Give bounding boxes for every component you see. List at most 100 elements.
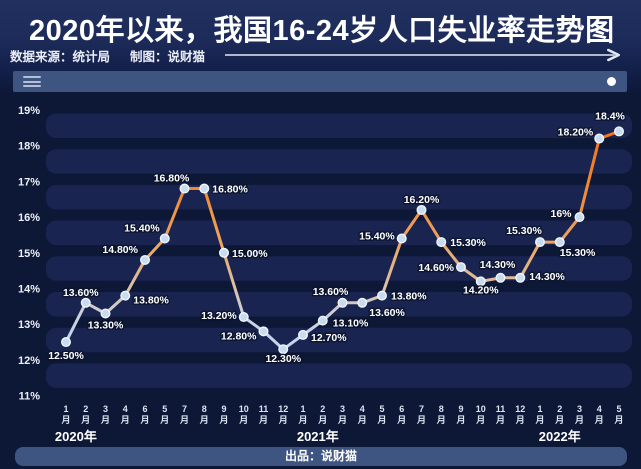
data-point-label: 14.30% <box>480 259 516 271</box>
x-tick-month-number: 2 <box>557 404 562 414</box>
x-tick-month-suffix: 月 <box>554 415 564 425</box>
data-point-label: 14.60% <box>418 262 454 274</box>
data-point <box>594 133 605 144</box>
data-point <box>337 297 348 308</box>
dot-indicator-icon <box>607 77 616 86</box>
grid-band <box>46 220 632 246</box>
x-tick-month-suffix: 月 <box>80 415 90 425</box>
x-tick-month-number: 8 <box>202 404 207 414</box>
x-tick-month-number: 1 <box>300 404 305 414</box>
data-point-label: 14.30% <box>529 271 565 283</box>
data-point-label: 15.30% <box>560 247 596 259</box>
x-tick-month-suffix: 月 <box>337 415 347 425</box>
data-point <box>80 297 91 308</box>
x-tick-month-suffix: 月 <box>594 415 604 425</box>
x-axis-year-label: 2020年 <box>55 429 97 444</box>
x-tick-month-suffix: 月 <box>436 415 446 425</box>
x-tick-month-suffix: 月 <box>357 415 367 425</box>
x-tick-month-number: 12 <box>515 404 525 414</box>
x-tick-month-number: 10 <box>239 404 249 414</box>
x-tick-month-number: 5 <box>616 404 621 414</box>
data-point <box>159 233 170 244</box>
data-point-label: 13.60% <box>313 286 349 298</box>
y-tick-label: 14% <box>18 284 40 296</box>
data-point <box>357 297 368 308</box>
subtitle-row: 数据来源：统计局 制图：说财猫 <box>10 47 627 64</box>
y-tick-label: 11% <box>19 391 41 403</box>
y-tick-label: 18% <box>18 141 40 153</box>
y-tick-label: 12% <box>18 355 40 367</box>
x-axis-year-label: 2022年 <box>539 429 581 444</box>
data-point-label: 13.10% <box>333 318 369 330</box>
page-title: 2020年以来，我国16-24岁人口失业率走势图 <box>29 15 615 47</box>
data-point-label: 18.4% <box>595 110 625 122</box>
chart-credit-label: 制图：说财猫 <box>130 49 206 64</box>
x-tick-month-suffix: 月 <box>297 415 307 425</box>
data-point-label: 12.30% <box>265 353 301 365</box>
data-point <box>218 247 229 258</box>
data-point <box>456 262 467 273</box>
grid-band <box>46 256 632 281</box>
hamburger-menu-icon[interactable] <box>23 76 41 87</box>
data-point-label: 16% <box>550 208 572 220</box>
x-tick-month-suffix: 月 <box>475 415 485 425</box>
grid-band <box>46 149 632 174</box>
x-tick-month-number: 4 <box>597 404 602 414</box>
x-tick-month-suffix: 月 <box>376 415 386 425</box>
x-tick-month-number: 9 <box>458 404 463 414</box>
x-tick-month-number: 3 <box>577 404 582 414</box>
x-tick-month-suffix: 月 <box>278 415 288 425</box>
x-tick-month-number: 4 <box>123 404 128 414</box>
data-point-label: 14.20% <box>463 284 499 296</box>
y-tick-label: 13% <box>18 319 40 331</box>
data-point-label: 12.80% <box>221 330 257 342</box>
data-point <box>199 183 210 194</box>
data-point-label: 12.50% <box>48 350 84 362</box>
data-point-label: 16.20% <box>404 194 440 206</box>
footer-bar: 出品：说财猫 <box>15 447 627 466</box>
x-tick-month-number: 3 <box>340 404 345 414</box>
data-point <box>179 183 190 194</box>
x-tick-month-suffix: 月 <box>416 415 426 425</box>
x-tick-month-suffix: 月 <box>120 415 130 425</box>
grid-band <box>46 113 632 138</box>
data-point-label: 15.00% <box>232 248 268 260</box>
x-tick-month-suffix: 月 <box>258 415 268 425</box>
x-tick-month-suffix: 月 <box>159 415 169 425</box>
y-tick-label: 15% <box>18 248 40 260</box>
data-source-label: 数据来源：统计局 <box>10 49 111 64</box>
toolbar <box>13 71 627 92</box>
data-point <box>416 204 427 215</box>
data-point <box>436 237 447 248</box>
data-point <box>238 312 249 323</box>
x-tick-month-suffix: 月 <box>199 415 209 425</box>
x-tick-month-number: 7 <box>419 404 424 414</box>
data-point-label: 15.40% <box>124 223 160 235</box>
x-tick-month-suffix: 月 <box>60 415 70 425</box>
x-tick-month-number: 2 <box>320 404 325 414</box>
x-tick-month-number: 4 <box>360 404 365 414</box>
data-point-label: 13.60% <box>369 307 405 319</box>
x-tick-month-number: 6 <box>399 404 404 414</box>
data-point-label: 16.80% <box>212 184 248 196</box>
x-tick-month-number: 3 <box>103 404 108 414</box>
x-tick-month-number: 2 <box>83 404 88 414</box>
data-point-label: 13.80% <box>391 291 427 303</box>
data-point <box>614 126 625 137</box>
x-tick-month-suffix: 月 <box>100 415 110 425</box>
x-axis-year-label: 2021年 <box>297 429 339 444</box>
x-tick-month-suffix: 月 <box>218 415 228 425</box>
grid-band <box>46 327 632 353</box>
x-tick-month-number: 1 <box>63 404 68 414</box>
x-tick-month-number: 8 <box>439 404 444 414</box>
x-tick-month-suffix: 月 <box>179 415 189 425</box>
x-tick-month-suffix: 月 <box>238 415 248 425</box>
grid-band <box>46 184 632 210</box>
x-tick-month-number: 9 <box>221 404 226 414</box>
arrow-line-decoration <box>225 48 621 62</box>
data-point-label: 14.80% <box>102 244 138 256</box>
data-point <box>396 233 407 244</box>
data-point <box>139 254 150 265</box>
data-point <box>554 237 565 248</box>
data-point <box>515 272 526 283</box>
